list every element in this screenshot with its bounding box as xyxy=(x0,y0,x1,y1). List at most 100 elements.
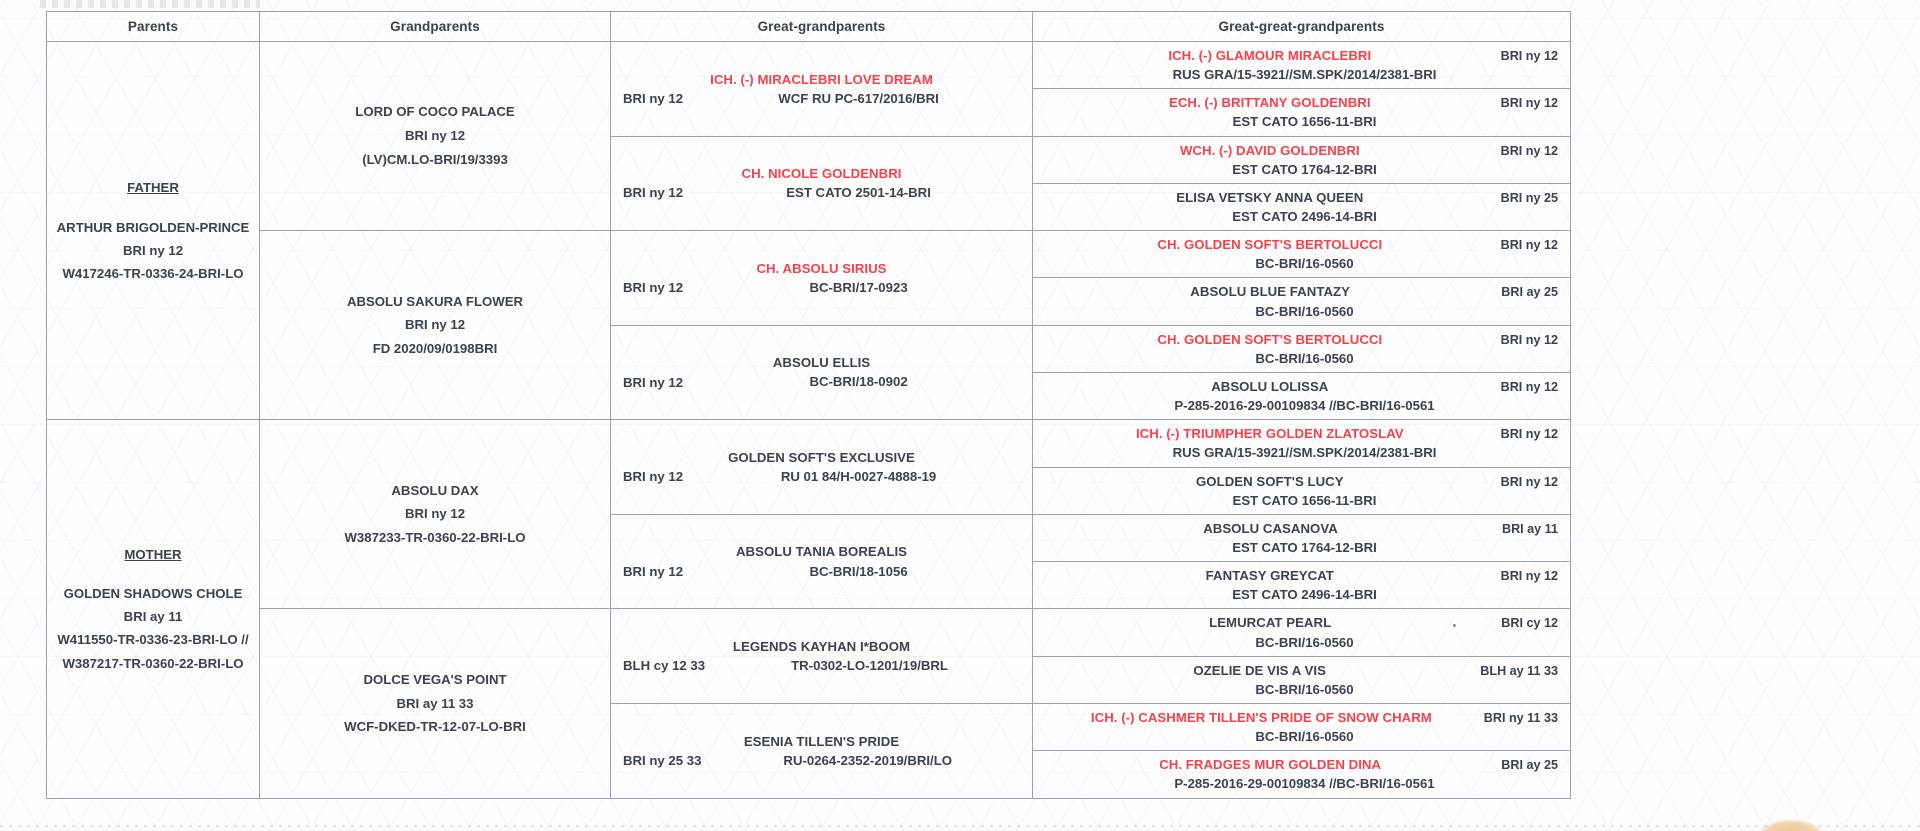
parent-cell-father: FATHER ARTHUR BRIGOLDEN-PRINCE BRI ny 12… xyxy=(46,40,260,421)
great-great-grandparent-cell-9: GOLDEN SOFT'S LUCY BRI ny 12 EST CATO 16… xyxy=(1032,466,1571,515)
ggg-name: WCH. (-) DAVID GOLDENBRI xyxy=(1179,142,1360,158)
ggg-registration: BC-BRI/16-0560 xyxy=(1255,256,1354,272)
grandparent-color-code: BRI ay 11 33 xyxy=(396,695,474,711)
table-row: ABSOLU LOLISSA BRI ny 12 P-285-2016-29-0… xyxy=(47,371,1571,421)
ggg-registration: P-285-2016-29-00109834 //BC-BRI/16-0561 xyxy=(1174,398,1435,414)
ggg-name: ABSOLU BLUE FANTAZY xyxy=(1190,284,1350,300)
great-grandparent-color-code: BRI ny 12 xyxy=(623,374,684,390)
ink-speck xyxy=(1453,624,1456,627)
great-grandparent-color-code: BRI ny 12 xyxy=(623,185,684,201)
grandparent-name: DOLCE VEGA'S POINT xyxy=(363,671,507,687)
ggg-registration: EST CATO 2496-14-BRI xyxy=(1232,587,1377,603)
table-row: ABSOLU BLUE FANTAZY BRI ay 25 BC-BRI/16-… xyxy=(47,277,1571,326)
ggg-name: ECH. (-) BRITTANY GOLDENBRI xyxy=(1168,95,1371,111)
grandparent-registration: WCF-DKED-TR-12-07-LO-BRI xyxy=(344,719,526,735)
table-row: CH. FRADGES MUR GOLDEN DINA BRI ay 25 P-… xyxy=(47,750,1571,799)
ggg-color-code: BRI ay 25 xyxy=(1501,758,1558,773)
ggg-name: ABSOLU LOLISSA xyxy=(1211,378,1329,394)
great-grandparent-cell-0: ICH. (-) MIRACLEBRI LOVE DREAM BRI ny 12… xyxy=(610,41,1033,137)
ggg-name: OZELIE DE VIS A VIS xyxy=(1193,662,1326,678)
great-grandparent-cell-1: CH. NICOLE GOLDENBRI BRI ny 12 EST CATO … xyxy=(610,135,1033,232)
great-grandparent-color-code: BLH cy 12 33 xyxy=(623,658,706,674)
ggg-color-code: BRI ny 11 33 xyxy=(1483,710,1558,725)
ggg-registration: BC-BRI/16-0560 xyxy=(1255,681,1354,697)
great-great-grandparent-cell-1: ECH. (-) BRITTANY GOLDENBRI BRI ny 12 ES… xyxy=(1032,88,1571,137)
parent-cell-mother: MOTHER GOLDEN SHADOWS CHOLE BRI ay 11 W4… xyxy=(46,419,260,799)
column-header-parents: Parents xyxy=(46,11,260,42)
ggg-color-code: BRI ny 12 xyxy=(1500,474,1558,489)
great-grandparent-name: ESENIA TILLEN'S PRIDE xyxy=(743,733,900,749)
great-great-grandparent-cell-2: WCH. (-) DAVID GOLDENBRI BRI ny 12 EST C… xyxy=(1032,135,1571,184)
ggg-color-code: BRI ny 12 xyxy=(1500,238,1558,253)
great-grandparent-cell-7: ESENIA TILLEN'S PRIDE BRI ny 25 33 RU-02… xyxy=(610,702,1033,799)
ggg-name: ICH. (-) TRIUMPHER GOLDEN ZLATOSLAV xyxy=(1135,426,1404,442)
column-header-grandparents: Grandparents xyxy=(259,11,611,42)
grandparent-cell-0: LORD OF COCO PALACE BRI ny 12 (LV)CM.LO-… xyxy=(259,40,611,232)
father-name: ARTHUR BRIGOLDEN-PRINCE xyxy=(56,219,250,235)
top-decorative-strip xyxy=(40,0,260,8)
mother-color-code: BRI ay 11 xyxy=(123,609,183,625)
great-grandparent-name: ABSOLU TANIA BOREALIS xyxy=(735,544,908,560)
great-grandparent-name: LEGENDS KAYHAN I*BOOM xyxy=(732,639,911,655)
ggg-color-code: BRI ny 12 xyxy=(1500,332,1558,347)
table-header-row: Parents Grandparents Great-grandparents … xyxy=(46,11,1571,42)
ggg-name: ICH. (-) GLAMOUR MIRACLEBRI xyxy=(1168,48,1372,63)
great-great-grandparent-cell-8: ICH. (-) TRIUMPHER GOLDEN ZLATOSLAV BRI … xyxy=(1032,419,1571,468)
great-grandparent-color-code: BRI ny 25 33 xyxy=(623,752,702,768)
table-row: OZELIE DE VIS A VIS BLH ay 11 33 BC-BRI/… xyxy=(47,655,1571,704)
mother-registration-2: W387217-TR-0360-22-BRI-LO xyxy=(62,655,244,671)
mother-role-label: MOTHER xyxy=(124,547,182,563)
great-grandparent-cell-6: LEGENDS KAYHAN I*BOOM BLH cy 12 33 TR-03… xyxy=(610,608,1033,704)
great-great-grandparent-cell-13: OZELIE DE VIS A VIS BLH ay 11 33 BC-BRI/… xyxy=(1032,655,1571,704)
ggg-registration: BC-BRI/16-0560 xyxy=(1255,634,1354,650)
great-great-grandparent-cell-0: ICH. (-) GLAMOUR MIRACLEBRI BRI ny 12 RU… xyxy=(1032,40,1571,90)
great-great-grandparent-cell-3: ELISA VETSKY ANNA QUEEN BRI ny 25 EST CA… xyxy=(1032,182,1571,232)
grandparent-color-code: BRI ny 12 xyxy=(404,317,466,333)
grandparent-color-code: BRI ny 12 xyxy=(404,506,466,522)
grandparent-registration: FD 2020/09/0198BRI xyxy=(372,341,498,357)
ggg-name: CH. GOLDEN SOFT'S BERTOLUCCI xyxy=(1157,237,1383,253)
great-grandparent-color-code: BRI ny 12 xyxy=(623,563,684,579)
table-row: FANTASY GREYCAT BRI ny 12 EST CATO 2496-… xyxy=(47,561,1571,610)
great-grandparent-name: ABSOLU ELLIS xyxy=(772,355,871,371)
ggg-registration: P-285-2016-29-00109834 //BC-BRI/16-0561 xyxy=(1174,776,1435,792)
great-grandparent-registration: BC-BRI/18-1056 xyxy=(809,563,908,579)
great-grandparent-color-code: BRI ny 12 xyxy=(623,90,684,106)
great-great-grandparent-cell-5: ABSOLU BLUE FANTAZY BRI ay 25 BC-BRI/16-… xyxy=(1032,277,1571,326)
grandparent-name: ABSOLU DAX xyxy=(391,482,479,498)
great-grandparent-name: GOLDEN SOFT'S EXCLUSIVE xyxy=(728,449,915,465)
ggg-registration: EST CATO 1764-12-BRI xyxy=(1232,161,1377,177)
ggg-color-code: BRI ay 11 xyxy=(1501,521,1558,536)
grandparent-cell-3: DOLCE VEGA'S POINT BRI ay 11 33 WCF-DKED… xyxy=(259,608,611,799)
ggg-name: LEMURCAT PEARL xyxy=(1209,615,1332,631)
ggg-color-code: BRI ny 12 xyxy=(1500,427,1558,442)
ggg-color-code: BRI cy 12 xyxy=(1501,616,1558,631)
great-grandparent-color-code: BRI ny 12 xyxy=(623,279,684,295)
father-color-code: BRI ny 12 xyxy=(122,242,184,258)
great-grandparent-cell-4: GOLDEN SOFT'S EXCLUSIVE BRI ny 12 RU 01 … xyxy=(610,419,1033,515)
ggg-color-code: BRI ny 12 xyxy=(1500,569,1558,584)
great-grandparent-name: ICH. (-) MIRACLEBRI LOVE DREAM xyxy=(710,71,933,87)
ggg-registration: BC-BRI/16-0560 xyxy=(1255,729,1354,745)
grandparent-registration: W387233-TR-0360-22-BRI-LO xyxy=(344,530,526,546)
great-grandparent-registration: TR-0302-LO-1201/19/BRL xyxy=(791,658,948,674)
great-grandparent-registration: RU-0264-2352-2019/BRI/LO xyxy=(783,752,953,768)
great-grandparent-registration: BC-BRI/18-0902 xyxy=(809,374,908,390)
great-great-grandparent-cell-11: FANTASY GREYCAT BRI ny 12 EST CATO 2496-… xyxy=(1032,561,1571,610)
grandparent-cell-1: ABSOLU SAKURA FLOWER BRI ny 12 FD 2020/0… xyxy=(259,230,611,421)
column-header-great-great-grandparents: Great-great-grandparents xyxy=(1032,11,1571,42)
ggg-name: CH. FRADGES MUR GOLDEN DINA xyxy=(1159,757,1382,773)
ggg-registration: BC-BRI/16-0560 xyxy=(1255,350,1354,366)
ggg-name: CH. GOLDEN SOFT'S BERTOLUCCI xyxy=(1157,331,1383,347)
ggg-color-code: BRI ny 12 xyxy=(1500,96,1558,111)
ggg-registration: RUS GRA/15-3921//SM.SPK/2014/2381-BRI xyxy=(1172,445,1437,461)
great-grandparent-color-code: BRI ny 12 xyxy=(623,469,684,485)
ggg-color-code: BRI ny 12 xyxy=(1500,143,1558,158)
table-row: DOLCE VEGA'S POINT BRI ay 11 33 WCF-DKED… xyxy=(47,608,1571,799)
table-row: ABSOLU SAKURA FLOWER BRI ny 12 FD 2020/0… xyxy=(47,230,1571,421)
ggg-registration: RUS GRA/15-3921//SM.SPK/2014/2381-BRI xyxy=(1172,67,1437,83)
ggg-name: ELISA VETSKY ANNA QUEEN xyxy=(1176,189,1364,205)
column-header-great-grandparents: Great-grandparents xyxy=(610,11,1033,42)
bottom-seal-ornament xyxy=(1758,819,1824,831)
